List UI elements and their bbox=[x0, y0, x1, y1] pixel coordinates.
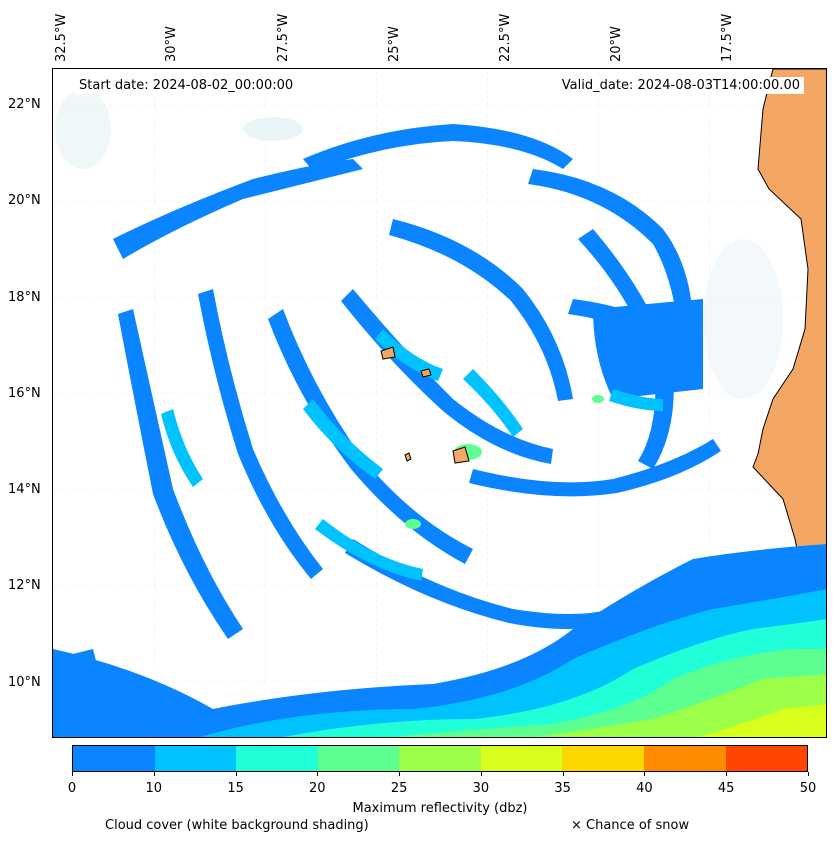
colorbar-tickmark bbox=[480, 772, 482, 776]
cloud-cover-legend: Cloud cover (white background shading) bbox=[105, 818, 369, 833]
colorbar-tickmark bbox=[72, 772, 73, 776]
lat-label-18n: 18°N bbox=[8, 290, 41, 305]
lon-label-27-5w: 27.5°W bbox=[276, 13, 291, 62]
lat-label-22n: 22°N bbox=[8, 97, 41, 112]
colorbar-segment bbox=[480, 746, 563, 771]
colorbar-segment bbox=[73, 746, 155, 771]
colorbar-tick: 40 bbox=[636, 781, 653, 796]
lat-label-16n: 16°N bbox=[8, 386, 41, 401]
lat-label-20n: 20°N bbox=[8, 193, 41, 208]
radar-map: Start date: 2024-08-02_00:00:00 Valid_da… bbox=[52, 68, 827, 738]
colorbar-segment bbox=[725, 746, 808, 771]
colorbar-tick: 50 bbox=[799, 781, 817, 796]
lon-label-22-5w: 22.5°W bbox=[498, 13, 513, 62]
lat-label-10n: 10°N bbox=[8, 675, 41, 690]
colorbar-segment bbox=[562, 746, 644, 771]
colorbar-tickmark bbox=[317, 772, 319, 776]
colorbar-segment bbox=[317, 746, 400, 771]
snow-legend: × Chance of snow bbox=[571, 818, 690, 833]
colorbar-tickmark bbox=[399, 772, 401, 776]
spiral-rain-bands bbox=[53, 124, 721, 679]
colorbar-label: Maximum reflectivity (dbz) bbox=[352, 801, 528, 816]
lon-label-20w: 20°W bbox=[609, 26, 624, 62]
colorbar bbox=[72, 745, 808, 772]
colorbar-segment bbox=[236, 746, 318, 771]
colorbar-tickmark bbox=[235, 772, 237, 776]
lon-label-32-5w: 32.5°W bbox=[54, 13, 69, 62]
lon-label-30w: 30°W bbox=[164, 26, 179, 62]
colorbar-tickmark bbox=[808, 772, 809, 776]
cape-verde-islands bbox=[380, 346, 470, 464]
colorbar-tick: 25 bbox=[390, 781, 408, 796]
colorbar-tickmark bbox=[562, 772, 564, 776]
colorbar-tick: 0 bbox=[67, 781, 77, 796]
start-date: Start date: 2024-08-02_00:00:00 bbox=[75, 77, 298, 94]
colorbar-segment bbox=[399, 746, 481, 771]
colorbar-segment bbox=[154, 746, 237, 771]
lat-label-12n: 12°N bbox=[8, 578, 41, 593]
lon-label-17-5w: 17.5°W bbox=[720, 13, 735, 62]
colorbar-tick: 20 bbox=[309, 781, 326, 796]
colorbar-tickmark bbox=[153, 772, 155, 776]
colorbar-tickmark bbox=[644, 772, 646, 776]
valid-date: Valid_date: 2024-08-03T14:00:00.00 bbox=[557, 77, 804, 94]
reflectivity-field bbox=[53, 69, 826, 737]
colorbar-tick: 10 bbox=[145, 781, 163, 796]
colorbar-tick: 15 bbox=[227, 781, 244, 796]
colorbar-tick: 45 bbox=[717, 781, 735, 796]
colorbar-tickmark bbox=[726, 772, 728, 776]
colorbar-tick: 30 bbox=[472, 781, 490, 796]
colorbar-tick: 35 bbox=[554, 781, 571, 796]
colorbar-segment bbox=[643, 746, 726, 771]
lon-label-25w: 25°W bbox=[387, 26, 402, 62]
lat-label-14n: 14°N bbox=[8, 482, 41, 497]
